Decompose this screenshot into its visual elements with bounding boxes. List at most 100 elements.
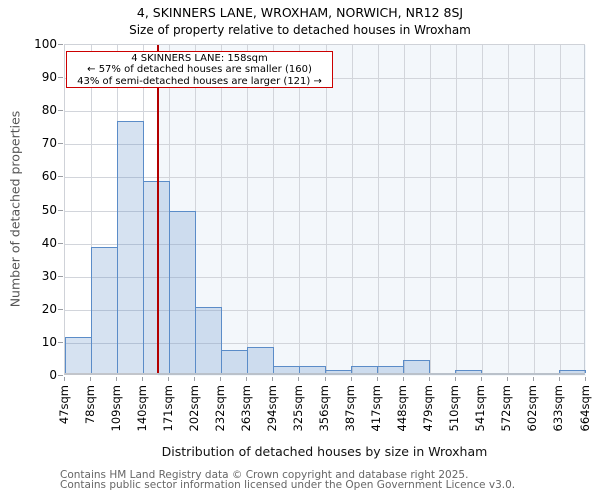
y-tick-label: 90 bbox=[41, 70, 57, 85]
y-axis-tick bbox=[58, 209, 63, 211]
x-tick-label: 387sqm bbox=[343, 385, 358, 432]
grid-line-vertical bbox=[351, 45, 353, 373]
chart-title: 4, SKINNERS LANE, WROXHAM, NORWICH, NR12… bbox=[136, 5, 464, 20]
histogram-bar bbox=[246, 346, 274, 373]
grid-line-vertical bbox=[377, 45, 379, 373]
y-axis-tick bbox=[58, 308, 63, 310]
y-axis-tick bbox=[58, 176, 63, 178]
x-axis-tick bbox=[168, 377, 170, 381]
grid-line-vertical bbox=[403, 45, 405, 373]
histogram-bar bbox=[142, 181, 170, 373]
histogram-bar bbox=[194, 306, 222, 373]
y-axis-tick bbox=[58, 341, 63, 343]
y-tick-label: 40 bbox=[41, 235, 57, 250]
x-axis-tick bbox=[194, 377, 196, 381]
x-tick-label: 171sqm bbox=[160, 385, 175, 432]
histogram-bar bbox=[377, 366, 405, 373]
grid-line-vertical bbox=[455, 45, 457, 373]
grid-line-horizontal bbox=[65, 276, 584, 278]
histogram-bar bbox=[220, 349, 248, 373]
footer-line-2: Contains public sector information licen… bbox=[60, 479, 516, 492]
y-tick-label: 10 bbox=[41, 334, 57, 349]
x-tick-label: 356sqm bbox=[317, 385, 331, 432]
x-axis-tick bbox=[428, 377, 430, 381]
y-tick-label: 70 bbox=[41, 136, 57, 151]
x-axis-tick bbox=[506, 377, 508, 381]
x-axis-tick bbox=[480, 377, 482, 381]
grid-line-vertical bbox=[429, 45, 431, 373]
histogram-bar bbox=[351, 366, 379, 373]
x-tick-label: 47sqm bbox=[56, 385, 71, 425]
y-axis-tick bbox=[58, 110, 63, 112]
x-axis-tick bbox=[558, 377, 560, 381]
x-axis-tick bbox=[324, 377, 326, 381]
annotation-box: 4 SKINNERS LANE: 158sqm ← 57% of detache… bbox=[66, 51, 333, 88]
grid-line-vertical bbox=[221, 45, 223, 373]
histogram-bar bbox=[403, 359, 431, 373]
grid-line-horizontal bbox=[65, 243, 584, 245]
grid-line-horizontal bbox=[65, 111, 584, 113]
x-axis-tick bbox=[454, 377, 456, 381]
x-axis-tick bbox=[272, 377, 274, 381]
x-axis-tick bbox=[90, 377, 92, 381]
x-axis-tick bbox=[64, 377, 65, 381]
histogram-bar bbox=[116, 121, 144, 373]
histogram-bar bbox=[90, 247, 118, 373]
x-tick-label: 541sqm bbox=[473, 385, 488, 432]
y-tick-label: 20 bbox=[41, 301, 57, 316]
y-axis-tick bbox=[58, 143, 63, 145]
grid-line-vertical bbox=[533, 45, 535, 373]
x-tick-label: 510sqm bbox=[447, 385, 462, 432]
y-axis-tick bbox=[58, 242, 63, 244]
x-tick-label: 602sqm bbox=[525, 385, 540, 432]
grid-line-horizontal bbox=[65, 177, 584, 179]
footer-attribution: Contains HM Land Registry data © Crown c… bbox=[60, 470, 580, 492]
y-tick-label: 60 bbox=[41, 169, 57, 184]
grid-line-vertical bbox=[559, 45, 561, 373]
grid-line-horizontal bbox=[65, 342, 584, 344]
x-axis-tick bbox=[376, 377, 378, 381]
histogram-bar bbox=[64, 336, 92, 373]
histogram-bar bbox=[272, 366, 300, 373]
x-tick-label: 572sqm bbox=[499, 385, 514, 432]
y-axis-tick bbox=[58, 77, 63, 79]
x-axis-tick bbox=[532, 377, 534, 381]
x-tick-label: 633sqm bbox=[551, 385, 566, 432]
x-tick-label: 78sqm bbox=[82, 385, 97, 425]
y-tick-label: 80 bbox=[41, 103, 57, 118]
x-axis-tick bbox=[142, 377, 144, 381]
x-tick-label: 109sqm bbox=[108, 385, 123, 432]
y-tick-label: 0 bbox=[49, 368, 57, 382]
histogram-bar bbox=[559, 369, 587, 373]
x-tick-label: 325sqm bbox=[290, 385, 305, 432]
grid-line-horizontal bbox=[65, 210, 584, 212]
y-axis-tick bbox=[58, 275, 63, 277]
x-tick-label: 294sqm bbox=[264, 385, 279, 432]
grid-line-horizontal bbox=[65, 144, 584, 146]
grid-line-vertical bbox=[507, 45, 509, 373]
x-tick-label: 202sqm bbox=[186, 385, 201, 432]
grid-line-vertical bbox=[247, 45, 249, 373]
grid-line-vertical bbox=[169, 45, 171, 373]
x-axis-tick bbox=[246, 377, 248, 381]
x-axis-tick bbox=[116, 377, 118, 381]
y-axis-tick bbox=[58, 44, 63, 45]
x-tick-label: 664sqm bbox=[577, 385, 592, 432]
grid-line-vertical bbox=[299, 45, 301, 373]
x-axis-tick bbox=[402, 377, 404, 381]
x-tick-label: 479sqm bbox=[421, 385, 436, 432]
grid-line-vertical bbox=[91, 45, 93, 373]
histogram-bar bbox=[455, 369, 483, 373]
annotation-larger-text: 43% of semi-detached houses are larger (… bbox=[77, 75, 322, 87]
x-axis-tick bbox=[585, 377, 586, 381]
marker-line bbox=[157, 45, 160, 373]
histogram-bar bbox=[298, 366, 326, 373]
grid-line-vertical bbox=[325, 45, 327, 373]
x-axis-tick bbox=[298, 377, 300, 381]
plot-area bbox=[64, 44, 587, 376]
grid-line-horizontal bbox=[65, 309, 584, 311]
x-axis-label: Distribution of detached houses by size … bbox=[161, 444, 488, 459]
y-tick-label: 50 bbox=[41, 202, 57, 217]
grid-line-vertical bbox=[481, 45, 483, 373]
